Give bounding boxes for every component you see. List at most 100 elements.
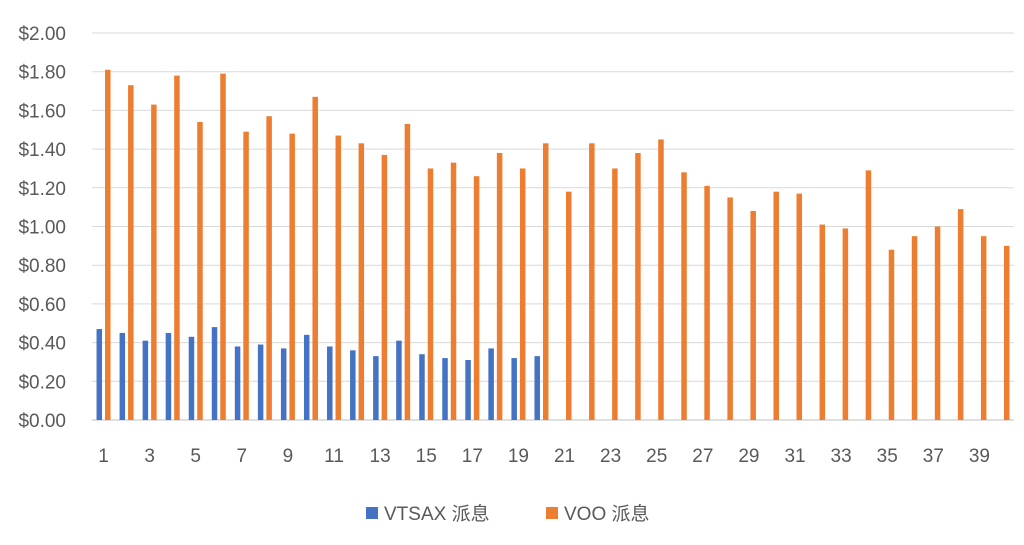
bar-voo [980,236,987,420]
bar-voo [957,209,964,420]
bar-vtsax [350,350,356,420]
bar-vtsax [165,332,172,420]
bar-voo [381,154,388,420]
y-tick-label: $2.00 [18,24,66,45]
bar-vtsax [373,356,379,420]
y-axis-ticks: $0.00 $0.20 $0.40 $0.60 $0.80 $1.00 $1.20 $1.40… [18,24,66,432]
bar-vtsax [96,329,103,420]
bar-vtsax [465,360,471,420]
y-tick-label: $1.80 [18,63,66,84]
bar-voo [635,152,641,420]
x-tick-label: 13 [370,446,391,467]
bar-vtsax [511,358,517,420]
bar-voo [427,168,434,420]
bar-voo [542,143,549,421]
bar-voo [358,143,365,421]
bar-voo [796,193,803,420]
y-tick-label: $1.60 [18,101,66,122]
bar-voo [934,226,941,420]
bar-voo [773,191,779,420]
y-tick-label: $1.00 [18,218,66,239]
bar-voo [197,122,203,420]
x-tick-label: 29 [738,446,759,467]
bar-vtsax [488,348,494,420]
x-tick-label: 25 [646,446,667,467]
y-tick-label: $0.20 [18,372,66,393]
x-tick-label: 17 [462,446,483,467]
bar-voo [704,185,710,420]
x-tick-label: 37 [923,446,944,467]
y-tick-label: $1.20 [18,179,66,200]
bar-vtsax [234,346,241,420]
bar-voo [450,162,457,420]
bar-vtsax [396,340,402,420]
gridlines [92,32,1014,421]
y-tick-label: $0.00 [18,411,66,432]
bar-voo [335,135,342,420]
y-tick-label: $0.60 [18,295,66,316]
x-tick-label: 19 [508,446,529,467]
x-tick-label: 35 [877,446,898,467]
bar-voo [727,197,733,420]
bar-voo [911,236,918,420]
x-tick-label: 9 [283,446,294,467]
bar-voo [842,228,849,420]
bar-voo [496,152,503,420]
bar-vtsax [534,356,540,420]
bar-voo [658,139,664,421]
bar-vtsax [303,334,310,420]
x-tick-label: 5 [190,446,201,467]
y-tick-label: $1.40 [18,140,66,161]
y-tick-label: $0.80 [18,256,66,277]
bar-voo [151,104,157,420]
legend-swatch [366,507,378,519]
bar-voo [312,96,318,420]
x-tick-label: 27 [692,446,713,467]
bar-voo [566,191,572,420]
x-tick-label: 23 [600,446,621,467]
legend-swatch [546,507,558,519]
bar-voo [819,224,826,420]
x-tick-label: 11 [324,446,344,467]
legend-label: VTSAX 派息 [384,503,490,525]
bar-voo [750,211,756,420]
y-tick-label: $0.40 [18,334,66,355]
bar-vtsax [419,354,425,420]
x-tick-label: 3 [144,446,155,467]
x-tick-label: 31 [784,446,805,467]
x-tick-label: 21 [554,446,575,467]
bar-voo [473,176,480,420]
bar-voo [289,133,295,420]
bar-voo [589,143,595,421]
bar-voo [612,168,618,420]
bar-voo [888,249,895,420]
bar-voo [681,172,687,420]
bar-vtsax [142,340,149,420]
bar-vtsax [442,358,448,420]
x-axis-ticks: 1 3 5 7 9 11 13 15 17 19 21 23 25 27 29 31 33 35 37 39 [98,446,990,467]
bar-voo [220,73,226,420]
bar-vtsax [119,332,126,420]
bar-vtsax [257,344,264,420]
bar-voo [519,168,526,420]
bar-voo [174,75,180,420]
bar-voo [865,170,872,420]
bar-voo [266,116,272,420]
bar-vtsax [327,346,333,420]
x-tick-label: 33 [831,446,852,467]
bars [96,69,1010,421]
bar-vtsax [188,336,195,420]
bar-voo [128,85,134,421]
bar-voo [105,69,111,420]
x-tick-label: 7 [237,446,248,467]
x-tick-label: 1 [98,446,109,467]
bar-vtsax [280,348,287,420]
bar-vtsax [211,327,218,420]
x-tick-label: 15 [416,446,437,467]
x-tick-label: 39 [969,446,990,467]
bar-voo [243,131,249,420]
bar-voo [404,123,411,420]
legend-label: VOO 派息 [564,503,650,525]
bar-voo [1003,245,1010,420]
